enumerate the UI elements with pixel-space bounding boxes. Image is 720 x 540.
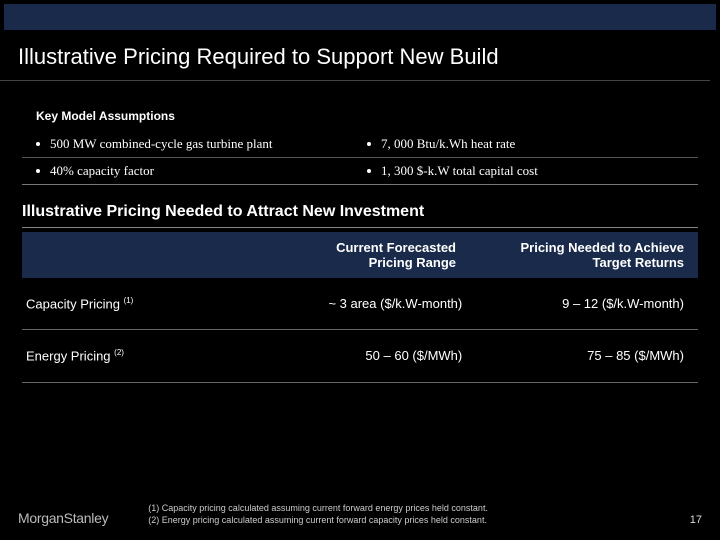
pricing-section: Illustrative Pricing Needed to Attract N… [0, 203, 720, 383]
top-accent-bar [4, 4, 716, 30]
row-label-sup: (2) [114, 348, 124, 357]
assumption-text: 500 MW combined-cycle gas turbine plant [50, 136, 273, 152]
section-subtitle: Illustrative Pricing Needed to Attract N… [22, 203, 698, 228]
footnote-1: (1) Capacity pricing calculated assuming… [148, 502, 689, 514]
header-line: Target Returns [484, 255, 684, 270]
assumption-cell-right: 1, 300 $-k.W total capital cost [367, 163, 698, 179]
pricing-table: Current Forecasted Pricing Range Pricing… [22, 232, 698, 383]
pricing-row-label: Capacity Pricing (1) [22, 296, 255, 311]
bullet-icon [367, 169, 371, 173]
pricing-row-label: Energy Pricing (2) [22, 348, 255, 363]
header-line: Current Forecasted [256, 240, 456, 255]
assumptions-section: Key Model Assumptions 500 MW combined-cy… [0, 109, 720, 185]
pricing-row-energy: Energy Pricing (2) 50 – 60 ($/MWh) 75 – … [22, 330, 698, 382]
assumption-text: 7, 000 Btu/k.Wh heat rate [381, 136, 515, 152]
assumption-cell-left: 40% capacity factor [36, 163, 367, 179]
logo-part2: Stanley [64, 510, 109, 526]
page-title: Illustrative Pricing Required to Support… [0, 30, 710, 81]
pricing-current-value: 50 – 60 ($/MWh) [255, 348, 477, 363]
row-label-text: Capacity Pricing [26, 296, 120, 311]
pricing-header-current: Current Forecasted Pricing Range [242, 232, 470, 278]
pricing-needed-value: 75 – 85 ($/MWh) [476, 348, 698, 363]
morgan-stanley-logo: MorganStanley [18, 510, 108, 526]
header-line: Pricing Needed to Achieve [484, 240, 684, 255]
bullet-icon [367, 142, 371, 146]
pricing-header-empty [22, 232, 242, 278]
page-number: 17 [690, 514, 702, 526]
assumptions-header: Key Model Assumptions [36, 109, 698, 123]
assumption-cell-right: 7, 000 Btu/k.Wh heat rate [367, 136, 698, 152]
footnotes: (1) Capacity pricing calculated assuming… [108, 502, 689, 526]
row-label-sup: (1) [124, 296, 134, 305]
pricing-header-needed: Pricing Needed to Achieve Target Returns [470, 232, 698, 278]
footnote-2: (2) Energy pricing calculated assuming c… [148, 514, 689, 526]
logo-part1: Morgan [18, 510, 64, 526]
assumption-row: 40% capacity factor 1, 300 $-k.W total c… [22, 158, 698, 185]
row-label-text: Energy Pricing [26, 349, 111, 364]
pricing-row-capacity: Capacity Pricing (1) ~ 3 area ($/k.W-mon… [22, 278, 698, 330]
footer: MorganStanley (1) Capacity pricing calcu… [0, 502, 720, 526]
bullet-icon [36, 142, 40, 146]
bullet-icon [36, 169, 40, 173]
pricing-header-row: Current Forecasted Pricing Range Pricing… [22, 232, 698, 278]
pricing-needed-value: 9 – 12 ($/k.W-month) [476, 296, 698, 311]
assumption-text: 40% capacity factor [50, 163, 154, 179]
header-line: Pricing Range [256, 255, 456, 270]
pricing-current-value: ~ 3 area ($/k.W-month) [255, 296, 477, 311]
assumption-row: 500 MW combined-cycle gas turbine plant … [22, 131, 698, 158]
assumption-cell-left: 500 MW combined-cycle gas turbine plant [36, 136, 367, 152]
assumption-text: 1, 300 $-k.W total capital cost [381, 163, 538, 179]
